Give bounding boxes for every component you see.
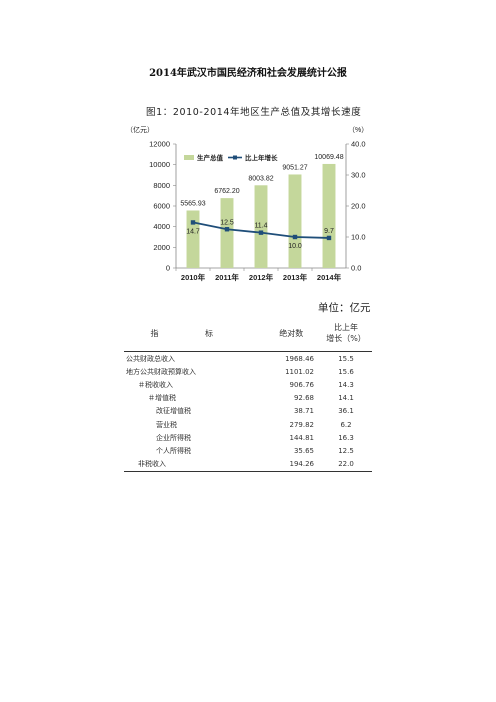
bar-gdp xyxy=(254,185,268,268)
row-absolute: 906.76 xyxy=(289,380,315,389)
header-indicator: 指 标 xyxy=(124,315,262,352)
x-tick-label: 2010年 xyxy=(181,272,206,282)
growth-value-label: 10.0 xyxy=(288,243,302,250)
table-row: 企业所得税 144.81 16.3 xyxy=(124,431,372,444)
growth-value-label: 14.7 xyxy=(186,228,200,235)
row-indicator: ＃税收收入 xyxy=(138,380,173,389)
growth-marker xyxy=(224,227,230,232)
y-tick-label: 2000 xyxy=(153,243,170,252)
legend-swatch-gdp xyxy=(184,155,194,160)
table-row: 地方公共财政预算收入 1101.02 15.6 xyxy=(124,365,372,378)
row-growth: 22.0 xyxy=(320,457,372,472)
growth-marker xyxy=(292,234,298,240)
row-absolute: 194.26 xyxy=(261,457,321,472)
y2-tick-label: 0.0 xyxy=(351,264,361,273)
table-header-row: 指 标 绝对数 比上年 增长（%） xyxy=(124,315,372,352)
row-absolute: 1968.46 xyxy=(285,354,315,363)
table-row: 非税收入 194.26 22.0 xyxy=(124,457,372,472)
row-indicator: 改征增值税 xyxy=(156,407,191,416)
bar-value-label: 8003.82 xyxy=(248,175,273,182)
table-row: 改征增值税 38.71 36.1 xyxy=(124,405,372,418)
y-tick-label: 10000 xyxy=(149,160,170,169)
table-row: 营业税 279.82 6.2 xyxy=(124,418,372,431)
bar-value-label: 6762.20 xyxy=(214,188,239,195)
row-growth: 14.1 xyxy=(338,394,354,403)
row-indicator: ＃增值税 xyxy=(148,394,176,403)
legend-label-gdp: 生产总值 xyxy=(197,153,224,162)
row-growth: 36.1 xyxy=(338,407,354,416)
row-growth: 15.6 xyxy=(338,367,354,376)
growth-value-label: 11.4 xyxy=(254,223,267,230)
row-growth: 12.5 xyxy=(338,446,354,455)
bar-gdp xyxy=(186,210,200,268)
row-indicator: 个人所得税 xyxy=(156,446,191,455)
figure-caption: 图1：2010-2014年地区生产总值及其增长速度 xyxy=(146,107,362,118)
table-row: ＃增值税 92.68 14.1 xyxy=(124,392,372,405)
row-growth: 6.2 xyxy=(340,420,352,429)
y-tick-label: 6000 xyxy=(153,202,170,211)
y-tick-label: 0 xyxy=(166,264,170,273)
y-tick-label: 8000 xyxy=(153,181,170,190)
row-absolute: 92.68 xyxy=(293,394,315,403)
row-growth: 15.5 xyxy=(338,354,354,363)
y2-tick-label: 10.0 xyxy=(351,233,366,242)
x-tick-label: 2014年 xyxy=(317,272,342,282)
row-indicator: 企业所得税 xyxy=(156,433,191,442)
table-row: ＃税收收入 906.76 14.3 xyxy=(124,378,372,391)
unit-label: 单位：亿元 xyxy=(318,302,371,314)
growth-marker xyxy=(258,230,264,235)
y2-tick-label: 20.0 xyxy=(351,202,366,211)
row-indicator: 公共财政总收入 xyxy=(126,354,175,363)
legend-label-growth: 比上年增长 xyxy=(245,153,278,162)
x-tick-label: 2011年 xyxy=(215,272,239,282)
gdp-growth-chart: （亿元） （%） 0 2000 4000 6000 8000 10000 12000 0.0 10.… xyxy=(126,125,368,282)
table-row: 个人所得税 35.65 12.5 xyxy=(124,444,372,457)
bar-value-label: 5565.93 xyxy=(180,200,205,207)
header-growth: 比上年 增长（%） xyxy=(320,315,372,352)
growth-value-label: 12.5 xyxy=(220,219,234,226)
bar-gdp xyxy=(220,198,234,268)
y-tick-label: 4000 xyxy=(153,222,170,231)
y2-axis-label: （%） xyxy=(348,126,368,134)
row-absolute: 279.82 xyxy=(289,420,315,429)
y-tick-label: 12000 xyxy=(149,140,170,149)
row-growth: 16.3 xyxy=(338,433,354,442)
legend-marker-growth xyxy=(233,155,237,160)
x-tick-label: 2012年 xyxy=(249,272,274,282)
row-absolute: 144.81 xyxy=(289,433,315,442)
row-indicator: 地方公共财政预算收入 xyxy=(126,367,196,376)
y2-tick-label: 30.0 xyxy=(351,171,366,180)
growth-marker xyxy=(326,235,332,241)
row-indicator: 非税收入 xyxy=(124,457,262,472)
table-row: 公共财政总收入 1968.46 15.5 xyxy=(124,352,372,366)
row-absolute: 35.65 xyxy=(293,446,315,455)
y-axis-label: （亿元） xyxy=(126,125,154,134)
bar-gdp xyxy=(288,174,302,268)
x-tick-label: 2013年 xyxy=(283,272,308,282)
bar-value-label: 9051.27 xyxy=(282,164,307,171)
y2-tick-label: 40.0 xyxy=(351,140,366,149)
document-title: 2014年武汉市国民经济和社会发展统计公报 xyxy=(149,68,347,79)
row-absolute: 1101.02 xyxy=(285,367,315,376)
row-growth: 14.3 xyxy=(338,380,354,389)
growth-marker xyxy=(190,220,196,225)
row-absolute: 38.71 xyxy=(293,407,315,416)
fiscal-revenue-table: 指 标 绝对数 比上年 增长（%） 公共财政总收入 1968.46 15.5 地方公共… xyxy=(124,315,372,472)
growth-value-label: 9.7 xyxy=(324,228,334,235)
bar-gdp xyxy=(322,163,336,268)
row-indicator: 营业税 xyxy=(156,420,177,429)
header-absolute: 绝对数 xyxy=(261,315,321,352)
bar-value-label: 10069.48 xyxy=(314,154,343,161)
